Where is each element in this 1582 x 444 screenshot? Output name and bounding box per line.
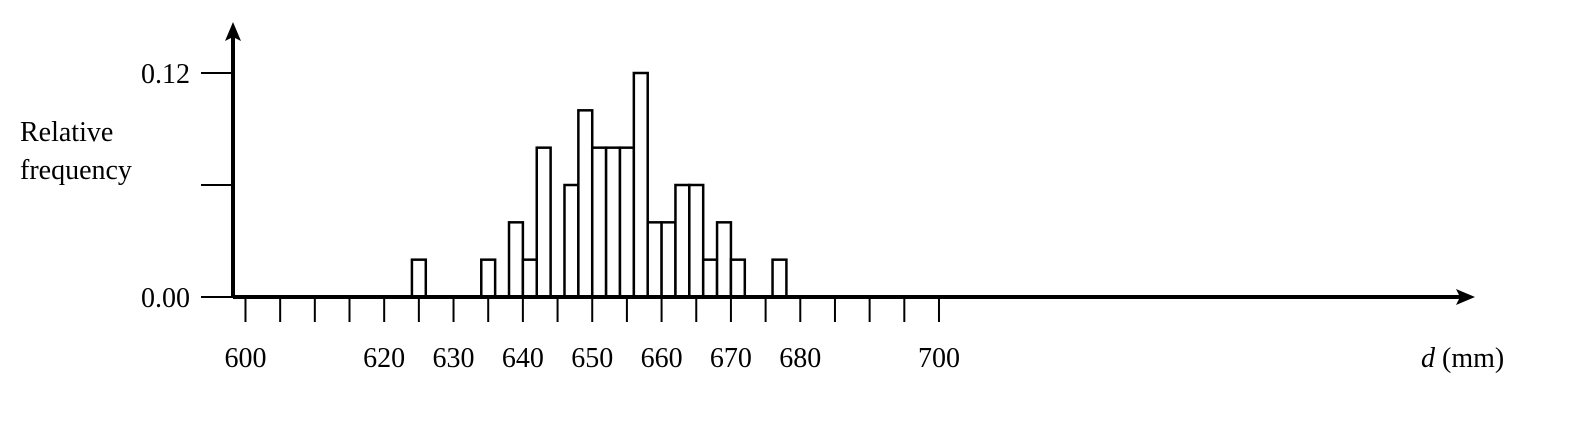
x-tick-label: 700 (918, 343, 960, 374)
histogram-bar (660, 221, 677, 299)
histogram-bar (590, 146, 608, 299)
x-tick-label: 630 (433, 343, 475, 374)
histogram-bar (771, 258, 788, 299)
y-tick-label: 0.00 (141, 283, 190, 314)
x-tick-label: 650 (571, 343, 613, 374)
histogram-bar (563, 183, 580, 299)
x-tick-label: 600 (224, 343, 266, 374)
histogram-bar (521, 258, 539, 299)
y-axis-title: frequency (20, 155, 132, 186)
x-axis-unit: (mm) (1435, 343, 1504, 374)
labels-layer: 600 620 630 640 650 660 670 680 700 0.00 0.12 Relat… (20, 59, 1504, 374)
histogram-bar (618, 146, 636, 299)
histogram-bar (632, 71, 649, 299)
axes-layer (201, 22, 1475, 322)
histogram-bar (480, 258, 497, 299)
histogram-bar (729, 258, 747, 299)
y-tick-label: 0.12 (141, 59, 190, 90)
x-tick-label: 680 (779, 343, 821, 374)
y-axis-arrow-icon (225, 22, 241, 41)
histogram-bar (674, 183, 691, 299)
y-axis-title: Relative (20, 117, 113, 148)
x-axis-variable: d (1421, 343, 1436, 374)
x-tick-label: 660 (641, 343, 683, 374)
x-axis-title: d (mm) (1421, 343, 1504, 374)
x-tick-label: 640 (502, 343, 544, 374)
x-axis-arrow-icon (1456, 289, 1475, 305)
x-tick-label: 620 (363, 343, 405, 374)
histogram-bar (410, 258, 428, 299)
histogram-bar (507, 221, 525, 299)
histogram-bar (604, 146, 622, 299)
histogram-bar (646, 221, 663, 299)
histogram-bar (715, 221, 733, 299)
histogram-bar (701, 258, 719, 299)
x-tick-label: 670 (710, 343, 752, 374)
histogram-bar (535, 146, 552, 299)
bars-layer (410, 71, 788, 299)
histogram-bar (688, 183, 705, 299)
histogram-bar (577, 109, 594, 299)
